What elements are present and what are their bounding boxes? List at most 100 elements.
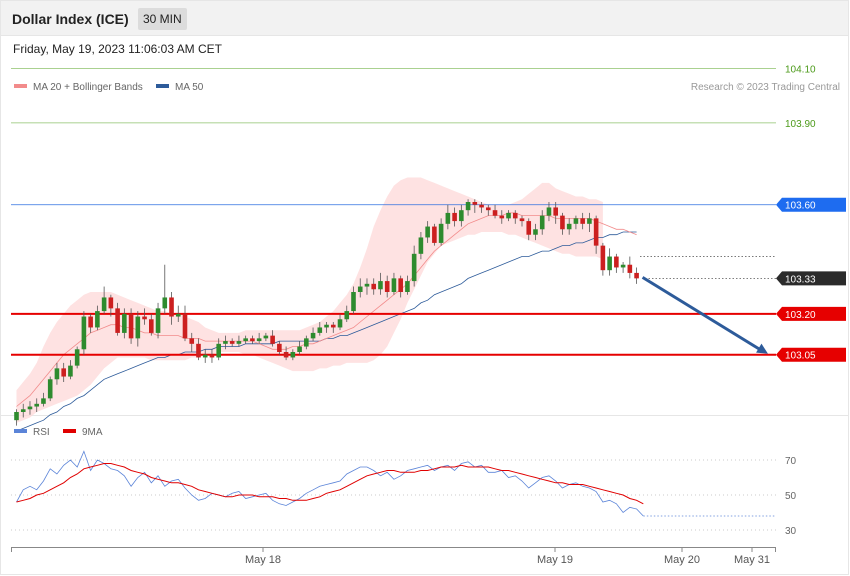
candle-body bbox=[506, 212, 511, 219]
candle-body bbox=[155, 308, 161, 333]
candle-body bbox=[546, 207, 552, 216]
candle-body bbox=[627, 264, 633, 273]
candle-body bbox=[14, 412, 19, 421]
candle-body bbox=[270, 335, 275, 344]
candle-body bbox=[196, 343, 201, 358]
candle-body bbox=[539, 215, 545, 230]
candle-body bbox=[553, 207, 558, 216]
candle-body bbox=[600, 245, 606, 271]
level-103-05-label: 103.05 bbox=[785, 351, 816, 362]
candle-body bbox=[162, 297, 168, 309]
candle-body bbox=[216, 343, 221, 358]
rsi-legend-label: RSI bbox=[33, 427, 50, 438]
candle-body bbox=[310, 332, 316, 339]
rsi-tick-70: 70 bbox=[785, 456, 797, 467]
candle-body bbox=[566, 223, 572, 230]
candle-body bbox=[533, 229, 538, 235]
candle-body bbox=[519, 218, 525, 222]
candle-body bbox=[68, 365, 73, 377]
level-104-10-label: 104.10 bbox=[785, 64, 816, 75]
candle-body bbox=[34, 403, 40, 407]
candle-body bbox=[371, 283, 377, 290]
level-103-20-tag bbox=[776, 306, 846, 321]
rsi-tick-50: 50 bbox=[785, 491, 797, 502]
bollinger-band-area bbox=[16, 177, 603, 423]
candle-body bbox=[607, 256, 612, 271]
candle-body bbox=[411, 253, 417, 282]
candle-body bbox=[236, 341, 242, 344]
candle-body bbox=[499, 215, 505, 219]
level-103-05-tag bbox=[776, 347, 846, 362]
candle-body bbox=[391, 278, 397, 292]
interval-badge[interactable]: 30 MIN bbox=[138, 8, 187, 30]
candle-body bbox=[384, 281, 390, 292]
candle-body bbox=[223, 341, 228, 344]
candle-body bbox=[330, 324, 336, 328]
forecast-arrowhead bbox=[756, 343, 768, 354]
ma50-legend-label: MA 50 bbox=[175, 82, 204, 93]
candle-body bbox=[108, 297, 114, 309]
candle-body bbox=[283, 352, 289, 358]
candle-body bbox=[128, 313, 134, 339]
level-103-20-label: 103.20 bbox=[785, 310, 816, 321]
candle-body bbox=[418, 237, 424, 254]
x-tick-label: May 19 bbox=[537, 554, 573, 566]
candle-body bbox=[256, 338, 262, 342]
timestamp: Friday, May 19, 2023 11:06:03 AM CET bbox=[13, 42, 222, 56]
rsi-series-9ma bbox=[16, 463, 644, 505]
candle-body bbox=[101, 297, 107, 312]
candle-body bbox=[81, 316, 87, 350]
x-axis: May 18 May 19 May 20 May 31 bbox=[11, 547, 776, 566]
candle-body bbox=[445, 212, 451, 224]
price-levels: 104.10 103.90 103.60 103.33 103.20 103.05 bbox=[11, 64, 846, 362]
level-103-33-label: 103.33 bbox=[785, 274, 816, 285]
candle-body bbox=[88, 316, 93, 328]
candle-body bbox=[351, 292, 356, 312]
candle-body bbox=[512, 212, 518, 219]
candle-body bbox=[61, 368, 66, 377]
candle-body bbox=[398, 278, 403, 292]
candle-body bbox=[27, 406, 33, 410]
candle-body bbox=[344, 311, 350, 320]
candle-body bbox=[122, 313, 127, 333]
rsi-legend-swatch bbox=[14, 429, 27, 433]
candle-body bbox=[620, 264, 626, 268]
candle-body bbox=[115, 308, 120, 333]
forecast-line bbox=[641, 276, 763, 353]
candle-body bbox=[250, 338, 255, 342]
candle-body bbox=[277, 343, 282, 352]
candle-body bbox=[357, 286, 363, 292]
candle-body bbox=[614, 256, 619, 268]
candle-body bbox=[486, 207, 491, 211]
candle-body bbox=[202, 354, 208, 358]
candle-body bbox=[560, 215, 565, 230]
candle-body bbox=[297, 346, 302, 352]
candle-body bbox=[364, 283, 370, 287]
ma20-legend-swatch bbox=[14, 84, 27, 88]
candle-body bbox=[317, 327, 323, 333]
candle-body bbox=[459, 210, 464, 222]
candle-body bbox=[337, 319, 343, 328]
ma20-legend-label: MA 20 + Bollinger Bands bbox=[33, 82, 143, 93]
candle-body bbox=[526, 221, 532, 235]
candle-body bbox=[95, 311, 100, 328]
candles bbox=[14, 199, 639, 426]
ma9-legend-label: 9MA bbox=[82, 427, 103, 438]
rsi-legend: RSI 9MA bbox=[14, 427, 103, 438]
candle-body bbox=[304, 338, 309, 347]
copyright-text: Research © 2023 Trading Central bbox=[691, 82, 840, 93]
forecast-arrow bbox=[641, 276, 768, 354]
candle-body bbox=[209, 354, 215, 358]
level-103-60-tag bbox=[776, 197, 846, 212]
rsi-tick-30: 30 bbox=[785, 526, 797, 537]
candle-body bbox=[472, 202, 478, 205]
candle-body bbox=[189, 338, 195, 344]
candle-body bbox=[142, 316, 147, 320]
candle-body bbox=[465, 202, 471, 211]
candle-body bbox=[432, 226, 437, 243]
level-103-90-label: 103.90 bbox=[785, 119, 816, 130]
level-103-60-label: 103.60 bbox=[785, 201, 816, 212]
candle-body bbox=[587, 218, 592, 224]
candle-body bbox=[290, 352, 296, 358]
